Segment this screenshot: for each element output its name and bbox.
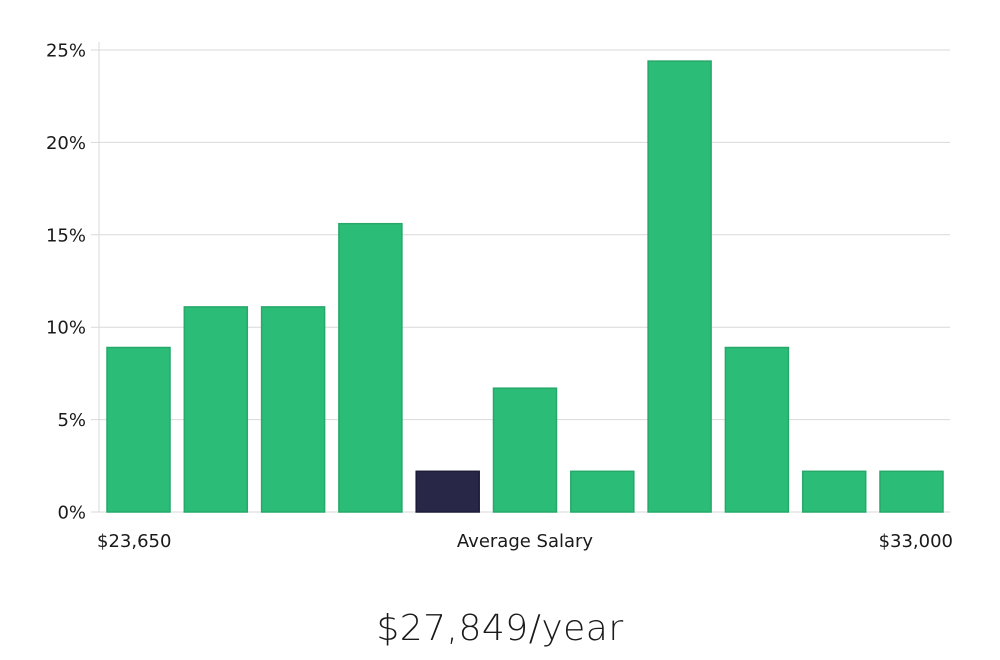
y-axis-ticks: 0% 5% 10% 15% 20% 25% — [46, 41, 86, 524]
average-salary-headline: $27,849/year — [376, 608, 624, 649]
y-tick-label: 0% — [57, 503, 86, 524]
bar-bin-7 — [570, 470, 635, 513]
bars — [106, 60, 944, 513]
x-min-label: $23,650 — [97, 531, 171, 552]
bar-bin-6 — [492, 387, 558, 513]
bar-average-salary — [415, 470, 480, 513]
bar-bin-9 — [724, 346, 790, 513]
bar-bin-10 — [801, 470, 867, 513]
y-tick-label: 20% — [46, 133, 86, 154]
bar-bin-8 — [647, 60, 712, 513]
bar-bin-3 — [260, 306, 326, 513]
bar-bin-1 — [106, 346, 171, 513]
y-tick-label: 5% — [57, 410, 86, 431]
x-axis-title: Average Salary — [457, 531, 594, 552]
bar-bin-2 — [183, 306, 249, 513]
y-tick-label: 15% — [46, 225, 86, 246]
x-max-label: $33,000 — [879, 531, 953, 552]
y-tick-label: 25% — [46, 41, 86, 62]
y-tick-label: 10% — [46, 318, 86, 339]
bar-bin-11 — [879, 470, 944, 513]
bar-bin-4 — [338, 222, 403, 513]
